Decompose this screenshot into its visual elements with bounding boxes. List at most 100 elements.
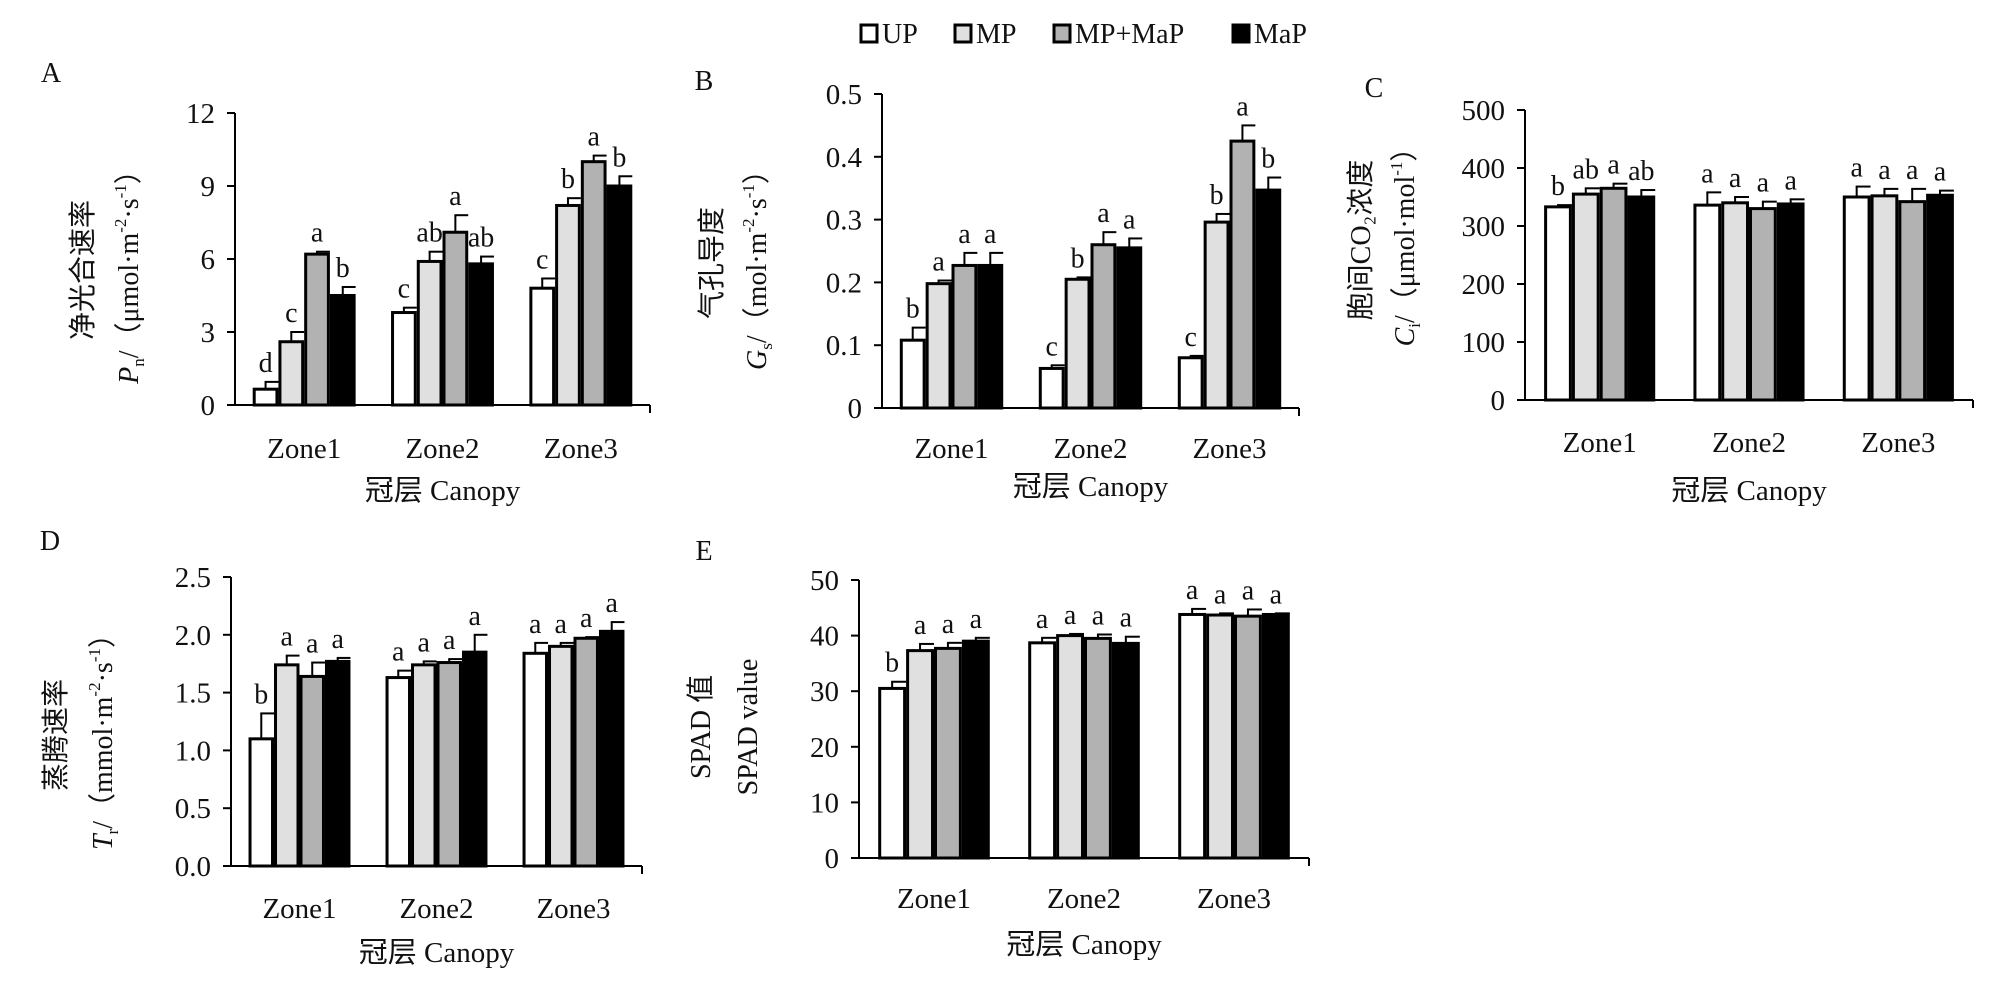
- y-tick-label: 0: [848, 393, 863, 425]
- bar-map: [329, 294, 356, 407]
- y-axis-title-unit: Tr/（mmol·m-2·s-1）: [85, 620, 122, 850]
- y-axis-title-unit: Ci/（μmol·mol-1）: [1387, 134, 1424, 347]
- significance-letter: ab: [468, 223, 494, 254]
- y-axis-title-cn: 蒸腾速率: [40, 679, 72, 791]
- bar-map: [977, 263, 1004, 410]
- significance-letter: a: [942, 609, 955, 640]
- significance-letter: a: [1120, 603, 1133, 634]
- bar-mp: [906, 649, 934, 860]
- x-axis-title: 冠层 Canopy: [365, 475, 521, 507]
- y-axis-title-sup: -2: [111, 219, 130, 233]
- significance-letter: a: [1092, 600, 1105, 631]
- y-tick-label: 100: [1462, 327, 1506, 359]
- y-tick-label: 40: [810, 621, 839, 653]
- bar-up: [252, 387, 279, 407]
- significance-letter: c: [1046, 331, 1058, 362]
- bar-mp-map: [573, 636, 599, 868]
- y-tick-label: 30: [810, 676, 839, 708]
- bar-mp: [1064, 277, 1091, 410]
- bar-map: [1926, 193, 1954, 402]
- bar-mp: [416, 259, 443, 407]
- bar-mp: [1056, 634, 1084, 860]
- y-tick-label: 2.5: [175, 562, 211, 594]
- bar-mp: [1571, 192, 1600, 402]
- bar-mp-map: [299, 674, 325, 868]
- bar-map: [468, 262, 494, 407]
- x-tick-label: Zone2: [1712, 427, 1786, 459]
- significance-letter: a: [1607, 150, 1620, 181]
- bar-mp: [1721, 201, 1749, 402]
- y-axis-title-text: ）: [741, 156, 773, 184]
- significance-letter: d: [259, 348, 273, 379]
- y-axis-title-i: T: [88, 832, 119, 850]
- y-axis-title-text: /（μmol·mol: [1389, 176, 1421, 323]
- y-axis-title-text: ·s: [742, 198, 773, 218]
- y-tick-label: 2.0: [175, 620, 211, 652]
- significance-letter: a: [1878, 155, 1891, 186]
- legend-item-up: UP: [859, 19, 918, 50]
- y-axis-title-sup: -1: [111, 184, 130, 198]
- significance-letter: a: [1214, 579, 1227, 610]
- panel-a: A036912Zone1dcabZone2cabaabZone3cbab净光合速…: [41, 58, 651, 507]
- y-axis-title-text: /（μmol·m: [113, 233, 145, 359]
- bar-mp-map: [1229, 139, 1256, 410]
- bar-up: [522, 651, 549, 868]
- bar-mp-map: [1084, 636, 1112, 860]
- legend-label: MP: [976, 19, 1016, 50]
- significance-letter: b: [1071, 243, 1085, 274]
- significance-letter: a: [1934, 157, 1947, 188]
- significance-letter: b: [1261, 144, 1275, 175]
- y-tick-label: 0.3: [826, 205, 862, 237]
- significance-letter: a: [1906, 155, 1919, 186]
- bar-mp-map: [951, 263, 978, 410]
- bar-mp-map: [1749, 207, 1777, 402]
- bar-up: [1842, 195, 1871, 402]
- bar-mp-map: [1090, 243, 1117, 410]
- bar-up: [1038, 366, 1065, 410]
- legend-swatch: [859, 23, 879, 44]
- bar-mp: [925, 282, 952, 410]
- y-tick-label: 500: [1462, 95, 1506, 127]
- significance-letter: a: [587, 122, 600, 153]
- x-axis-title: 冠层 Canopy: [359, 937, 515, 969]
- significance-letter: a: [469, 601, 482, 632]
- significance-letter: a: [306, 629, 319, 660]
- legend-label: MP+MaP: [1075, 19, 1184, 50]
- bar-up: [878, 686, 907, 860]
- y-axis-title-text: ）: [1389, 134, 1421, 162]
- significance-letter: a: [580, 603, 593, 634]
- y-axis-title-sub: n: [129, 358, 148, 367]
- significance-letter: a: [932, 247, 945, 278]
- significance-letter: a: [1097, 198, 1110, 229]
- legend-swatch: [953, 23, 973, 44]
- bar-up: [248, 737, 275, 868]
- legend-swatch: [1231, 23, 1251, 44]
- y-tick-label: 50: [810, 565, 839, 597]
- significance-letter: a: [443, 625, 456, 656]
- y-tick-label: 10: [810, 787, 839, 819]
- significance-letter: c: [398, 274, 410, 305]
- y-tick-label: 6: [201, 244, 216, 276]
- panel-letter: E: [695, 536, 712, 567]
- x-tick-label: Zone2: [1047, 883, 1121, 915]
- x-axis-title: 冠层 Canopy: [1671, 475, 1827, 507]
- y-axis-title-sub: i: [1405, 323, 1424, 328]
- significance-letter: b: [1551, 171, 1565, 202]
- bar-map: [598, 629, 625, 868]
- y-tick-label: 0.1: [826, 330, 862, 362]
- y-axis-title-sub: r: [103, 828, 122, 834]
- significance-letter: a: [1757, 168, 1770, 199]
- bar-map: [1261, 612, 1290, 860]
- bar-mp: [548, 644, 574, 868]
- significance-letter: c: [1185, 322, 1197, 353]
- bar-mp-map: [580, 160, 607, 407]
- significance-letter: b: [336, 253, 350, 284]
- significance-letter: a: [1123, 204, 1136, 235]
- significance-letter: b: [612, 142, 626, 173]
- bar-map: [606, 184, 633, 407]
- bar-mp: [1870, 194, 1899, 402]
- panel-letter: C: [1365, 73, 1384, 104]
- significance-letter: ab: [1573, 154, 1599, 185]
